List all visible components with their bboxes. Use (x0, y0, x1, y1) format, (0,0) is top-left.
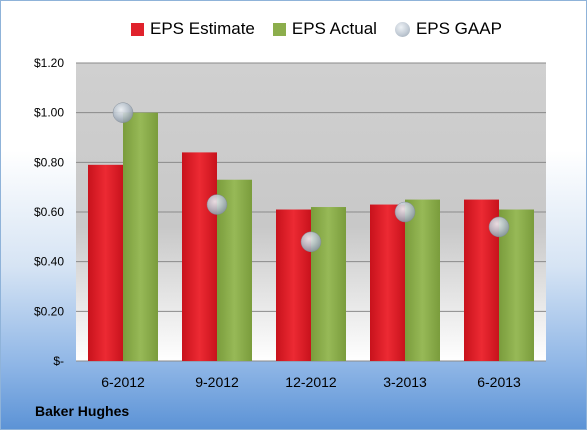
x-tick-label: 6-2013 (477, 374, 521, 390)
bar-eps-actual (311, 207, 346, 361)
legend-swatch-gaap (394, 21, 410, 37)
y-tick-label: $0.20 (34, 304, 64, 318)
bar-eps-estimate (370, 204, 405, 361)
bar-eps-actual (123, 112, 158, 362)
x-tick-label: 12-2012 (285, 374, 337, 390)
y-tick-label: $- (53, 354, 64, 368)
y-tick-label: $1.00 (34, 106, 64, 120)
y-tick-label: $0.60 (34, 205, 64, 219)
legend-item-actual: EPS Actual (272, 19, 377, 39)
legend-item-estimate: EPS Estimate (131, 19, 255, 39)
legend-label-gaap: EPS GAAP (415, 19, 502, 38)
legend-label-actual: EPS Actual (291, 19, 377, 38)
y-tick-label: $0.80 (34, 155, 64, 169)
bar-eps-estimate (276, 209, 311, 361)
y-tick-label: $0.40 (34, 255, 64, 269)
x-tick-label: 6-2012 (101, 374, 145, 390)
legend: EPS Estimate EPS Actual EPS GAAP (131, 19, 520, 39)
bar-eps-actual (405, 199, 440, 361)
marker-eps-gaap (112, 102, 134, 123)
x-tick-label: 9-2012 (195, 374, 239, 390)
x-tick-label: 3-2013 (383, 374, 427, 390)
y-tick-label: $1.20 (34, 56, 64, 70)
marker-eps-gaap (206, 194, 228, 215)
legend-swatch-estimate (131, 22, 144, 36)
legend-swatch-actual (272, 22, 286, 36)
company-name: Baker Hughes (35, 403, 130, 419)
bar-eps-estimate (182, 152, 217, 361)
marker-eps-gaap (488, 216, 510, 238)
bar-eps-estimate (88, 164, 123, 361)
marker-eps-gaap (300, 231, 322, 253)
marker-eps-gaap (394, 201, 416, 223)
legend-item-gaap: EPS GAAP (394, 19, 502, 39)
legend-label-estimate: EPS Estimate (150, 19, 255, 38)
